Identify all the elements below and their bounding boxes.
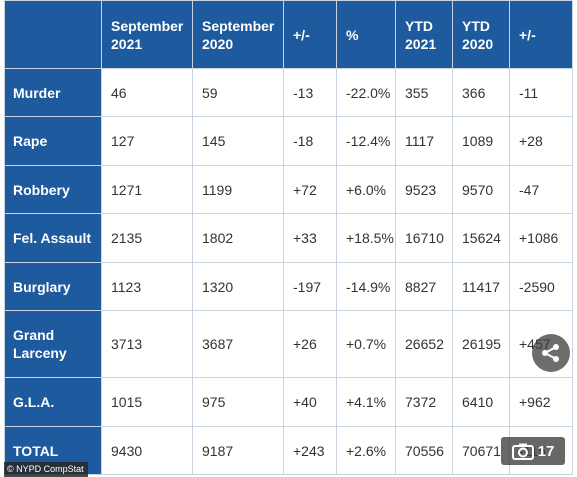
table-cell: +33: [283, 213, 337, 263]
table-cell: 3713: [101, 310, 193, 378]
table-cell: 59: [192, 68, 284, 117]
row-label: Murder: [4, 68, 102, 117]
table-cell: 1320: [192, 262, 284, 311]
table-cell: +2.6%: [336, 426, 396, 475]
table-row: Murder 46 59 -13 -22.0% 355 366 -11: [4, 68, 573, 117]
table-cell: 975: [192, 377, 284, 427]
table-cell: +1086: [509, 213, 573, 263]
table-cell: 70556: [395, 426, 453, 475]
header-corner: [4, 0, 102, 69]
table-cell: 9523: [395, 165, 453, 214]
table-cell: 9430: [101, 426, 193, 475]
table-cell: 3687: [192, 310, 284, 378]
table-cell: +962: [509, 377, 573, 427]
table-cell: 70671: [452, 426, 510, 475]
table-cell: -197: [283, 262, 337, 311]
share-button[interactable]: [532, 334, 570, 372]
table-cell: 16710: [395, 213, 453, 263]
header-sep-2020: September 2020: [192, 0, 284, 69]
table-cell: 145: [192, 116, 284, 166]
gallery-count: 17: [537, 442, 555, 460]
table-row: TOTAL 9430 9187 +243 +2.6% 70556 70671 -…: [4, 426, 573, 475]
table-cell: 2135: [101, 213, 193, 263]
row-label: Fel. Assault: [4, 213, 102, 263]
table-cell: 15624: [452, 213, 510, 263]
crime-stats-table-container: September 2021 September 2020 +/- % YTD …: [4, 0, 573, 477]
table-row: Robbery 1271 1199 +72 +6.0% 9523 9570 -4…: [4, 165, 573, 214]
table-cell: 11417: [452, 262, 510, 311]
table-row: Fel. Assault 2135 1802 +33 +18.5% 16710 …: [4, 213, 573, 263]
header-percent-change: %: [336, 0, 396, 69]
table-cell: +72: [283, 165, 337, 214]
table-cell: 7372: [395, 377, 453, 427]
table-row: Rape 127 145 -18 -12.4% 1117 1089 +28: [4, 116, 573, 166]
table-cell: -14.9%: [336, 262, 396, 311]
table-cell: -18: [283, 116, 337, 166]
table-cell: 1089: [452, 116, 510, 166]
table-cell: +26: [283, 310, 337, 378]
table-cell: 8827: [395, 262, 453, 311]
table-cell: +243: [283, 426, 337, 475]
row-label: Burglary: [4, 262, 102, 311]
table-cell: -2590: [509, 262, 573, 311]
table-cell: 366: [452, 68, 510, 117]
table-cell: 1199: [192, 165, 284, 214]
table-cell: +18.5%: [336, 213, 396, 263]
table-cell: 1802: [192, 213, 284, 263]
header-ytd-change: +/-: [509, 0, 573, 69]
gallery-button[interactable]: 17: [501, 437, 565, 465]
table-cell: -11: [509, 68, 573, 117]
table-cell: +6.0%: [336, 165, 396, 214]
table-cell: 26195: [452, 310, 510, 378]
table-cell: 46: [101, 68, 193, 117]
header-monthly-change: +/-: [283, 0, 337, 69]
table-cell: -22.0%: [336, 68, 396, 117]
table-cell: 6410: [452, 377, 510, 427]
table-cell: 9187: [192, 426, 284, 475]
table-cell: 1015: [101, 377, 193, 427]
header-ytd-2021: YTD 2021: [395, 0, 453, 69]
header-sep-2021: September 2021: [101, 0, 193, 69]
table-cell: 355: [395, 68, 453, 117]
table-cell: +0.7%: [336, 310, 396, 378]
camera-icon: [511, 443, 534, 460]
crime-stats-table: September 2021 September 2020 +/- % YTD …: [4, 0, 573, 475]
row-label: G.L.A.: [4, 377, 102, 427]
table-cell: +40: [283, 377, 337, 427]
table-cell: +28: [509, 116, 573, 166]
table-cell: +4.1%: [336, 377, 396, 427]
row-label: Robbery: [4, 165, 102, 214]
table-cell: 26652: [395, 310, 453, 378]
table-row: Burglary 1123 1320 -197 -14.9% 8827 1141…: [4, 262, 573, 311]
table-cell: 1271: [101, 165, 193, 214]
table-header-row: September 2021 September 2020 +/- % YTD …: [4, 0, 573, 69]
image-credit: © NYPD CompStat: [4, 462, 88, 477]
table-cell: 1123: [101, 262, 193, 311]
table-cell: 9570: [452, 165, 510, 214]
table-cell: 1117: [395, 116, 453, 166]
row-label: Rape: [4, 116, 102, 166]
table-cell: -13: [283, 68, 337, 117]
table-row: Grand Larceny 3713 3687 +26 +0.7% 26652 …: [4, 310, 573, 378]
table-cell: -12.4%: [336, 116, 396, 166]
table-row: G.L.A. 1015 975 +40 +4.1% 7372 6410 +962: [4, 377, 573, 427]
table-cell: 127: [101, 116, 193, 166]
row-label: Grand Larceny: [4, 310, 102, 378]
table-cell: -47: [509, 165, 573, 214]
share-icon: [542, 344, 559, 362]
header-ytd-2020: YTD 2020: [452, 0, 510, 69]
